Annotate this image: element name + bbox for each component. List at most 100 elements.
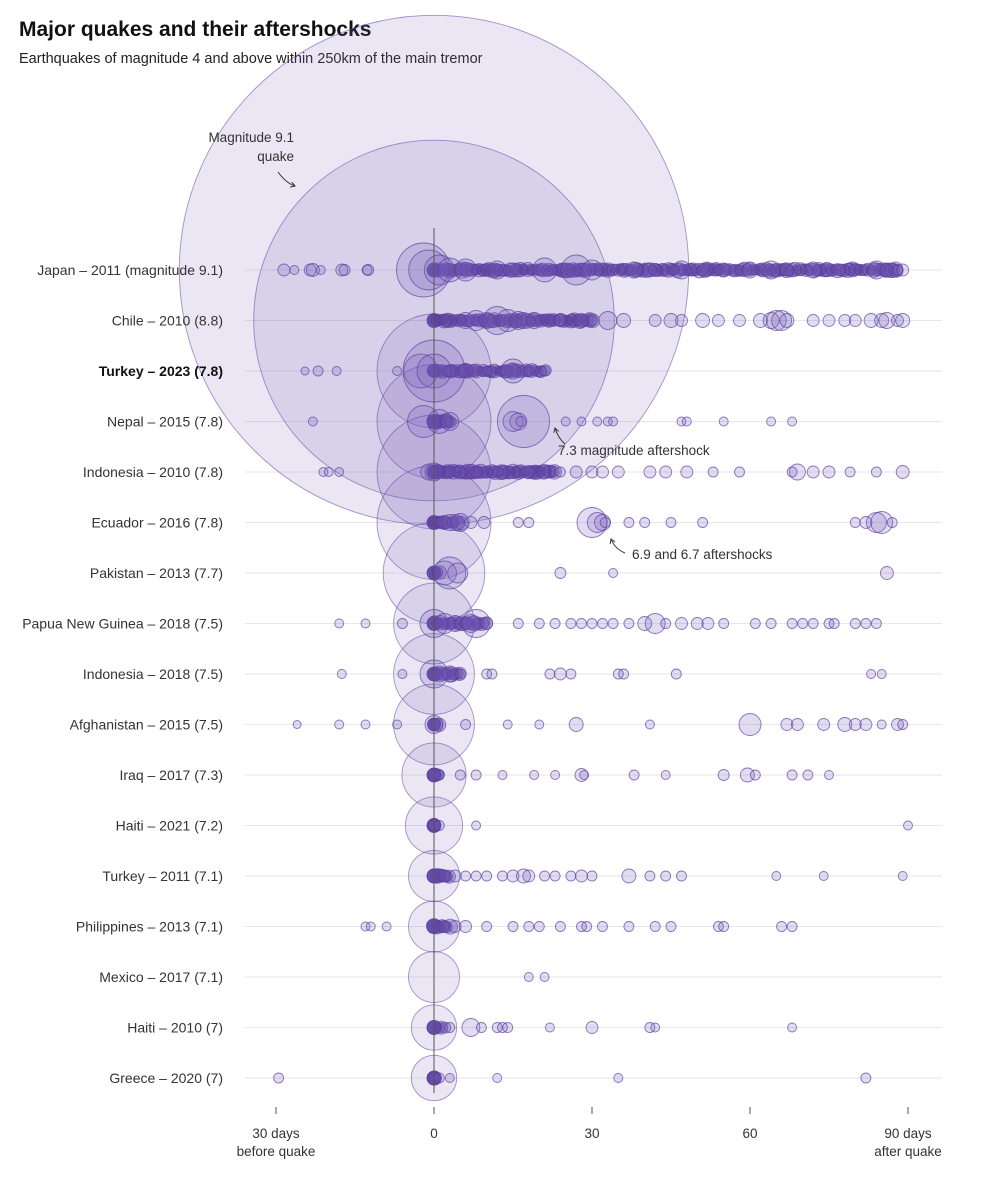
aftershock-bubble: [822, 465, 836, 479]
aftershock-bubble: [464, 516, 478, 529]
aftershock-bubble: [642, 262, 658, 278]
aftershock-bubble: [430, 718, 444, 731]
aftershock-bubble: [828, 618, 840, 629]
row-label: Ecuador – 2016 (7.8): [91, 515, 223, 531]
aftershock-bubble: [897, 719, 909, 730]
aftershock-bubble: [675, 617, 688, 630]
aftershock-bubble: [806, 314, 820, 327]
row-label: Chile – 2010 (8.8): [112, 313, 223, 329]
x-tick-label-line: before quake: [237, 1144, 316, 1159]
aftershock-bubble: [408, 249, 450, 291]
aftershock-bubble: [623, 517, 635, 528]
x-tick-label-line: 30: [584, 1126, 599, 1141]
aftershock-bubble: [532, 257, 558, 283]
aftershock-bubble: [665, 921, 677, 932]
row-label: Mexico – 2017 (7.1): [99, 969, 223, 985]
aftershock-bubble: [608, 416, 619, 427]
aftershock-bubble: [797, 618, 809, 629]
aftershock-bubble: [550, 770, 561, 780]
aftershock-bubble: [586, 315, 598, 326]
aftershock-bubble: [711, 314, 725, 327]
annotation-arrowhead: [609, 538, 616, 544]
aftershock-bubble: [696, 263, 710, 277]
aftershock-bubble: [453, 465, 467, 479]
aftershock-bubble: [292, 720, 302, 729]
aftershock-bubble: [512, 517, 524, 528]
aftershock-bubble: [787, 1022, 798, 1033]
aftershock-bubble: [787, 416, 798, 427]
aftershock-bubble: [471, 820, 482, 831]
aftershock-bubble: [504, 362, 522, 380]
aftershock-bubble: [837, 717, 853, 732]
aftershock-bubble: [788, 463, 806, 481]
aftershock-bubble: [824, 770, 834, 780]
aftershock-bubble: [749, 769, 761, 781]
x-tick-label: 90 days after quake: [874, 1126, 942, 1159]
aftershock-bubble: [585, 1021, 599, 1034]
aftershock-bubble: [592, 416, 603, 427]
aftershock-bubble: [539, 365, 551, 377]
aftershock-bubble: [876, 669, 887, 679]
aftershock-bubble: [786, 618, 798, 629]
row-label: Haiti – 2021 (7.2): [116, 818, 223, 834]
aftershock-bubble: [509, 412, 528, 431]
aftershock-bubble: [464, 463, 480, 480]
aftershock-bubble: [586, 618, 598, 629]
aftershock-bubble: [486, 668, 498, 680]
aftershock-bubble: [502, 1022, 514, 1033]
aftershock-bubble: [607, 618, 619, 629]
aftershock-bubble: [613, 1073, 624, 1083]
aftershock-bubble: [650, 1022, 661, 1033]
aftershock-bubble: [660, 618, 672, 629]
aftershock-bubble: [289, 265, 300, 275]
x-tick-label-line: after quake: [874, 1144, 942, 1159]
aftershock-bubble: [771, 310, 793, 331]
aftershock-bubble: [338, 264, 351, 276]
aftershock-bubble: [549, 618, 561, 629]
aftershock-bubble: [553, 667, 567, 681]
aftershock-bubble: [522, 364, 536, 378]
row-label: Turkey – 2011 (7.1): [102, 868, 223, 884]
aftershock-bubble: [891, 314, 904, 327]
aftershock-bubble: [733, 314, 746, 327]
aftershock-bubble: [481, 365, 493, 377]
aftershock-bubble: [448, 869, 462, 883]
aftershock-bubble: [581, 259, 603, 281]
chart-subtitle: Earthquakes of magnitude 4 and above wit…: [19, 51, 483, 67]
aftershock-bubble: [420, 463, 438, 481]
aftershock-bubble: [443, 466, 456, 478]
aftershock-bubble: [870, 618, 882, 629]
aftershock-bubble: [426, 409, 452, 434]
annotation-line: 6.9 and 6.7 aftershocks: [632, 547, 773, 562]
aftershock-bubble: [576, 416, 587, 427]
aftershock-bubble: [523, 517, 535, 528]
x-tick-label-line: 60: [742, 1126, 757, 1141]
aftershock-bubble: [554, 567, 567, 579]
aftershock-bubble: [859, 718, 873, 731]
aftershock-bubble: [621, 868, 637, 884]
aftershock-bubble: [644, 613, 666, 634]
aftershock-bubble: [786, 769, 798, 781]
aftershock-bubble: [460, 719, 472, 730]
aftershock-bubble: [596, 465, 609, 479]
aftershock-bubble: [315, 265, 326, 275]
x-tick-label: 30: [584, 1126, 599, 1141]
aftershock-bubble: [487, 260, 507, 280]
aftershock-bubble: [838, 314, 852, 327]
aftershock-bubble: [539, 870, 551, 882]
aftershock-bubble: [444, 1022, 456, 1033]
aftershock-bubble: [546, 464, 563, 480]
aftershock-bubble: [525, 312, 543, 329]
aftershock-bubble: [643, 465, 657, 479]
aftershock-bubble: [761, 260, 781, 280]
aftershock-bubble: [676, 870, 687, 882]
aftershock-bubble: [543, 464, 557, 479]
aftershock-bubble: [896, 263, 910, 277]
x-tick-label: 60: [742, 1126, 757, 1141]
aftershock-bubble: [273, 1072, 285, 1084]
aftershock-bubble: [718, 416, 729, 427]
aftershock-bubble: [766, 416, 777, 427]
aftershock-bubble: [863, 313, 879, 328]
aftershock-bubble: [644, 870, 656, 882]
